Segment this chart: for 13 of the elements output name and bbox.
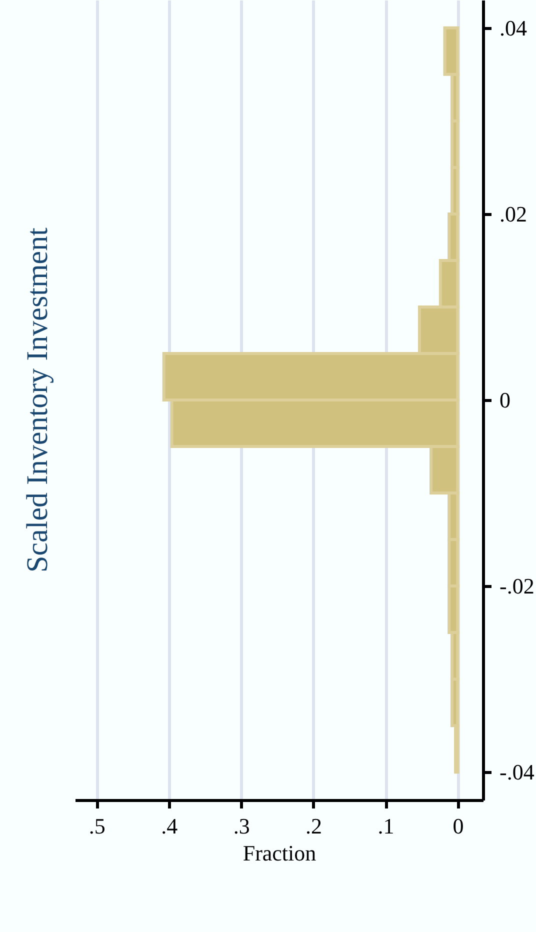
x-tick-label: .3 xyxy=(233,814,250,838)
x-tick-label: 0 xyxy=(452,814,464,838)
y-tick-label: 0 xyxy=(500,388,510,412)
x-tick-label: .1 xyxy=(378,814,394,838)
x-tick-label: .2 xyxy=(306,814,322,838)
x-tick-label: .5 xyxy=(88,814,106,838)
y-tick-label: -.02 xyxy=(500,574,534,599)
y-tick-label: .02 xyxy=(500,201,527,226)
text: Scaled Inventory Investment xyxy=(21,226,54,572)
x-axis-title: Fraction xyxy=(242,840,316,866)
y-tick-label: .04 xyxy=(500,15,527,40)
y-tick-label: -.04 xyxy=(500,760,534,785)
x-tick-label: .4 xyxy=(161,814,178,838)
